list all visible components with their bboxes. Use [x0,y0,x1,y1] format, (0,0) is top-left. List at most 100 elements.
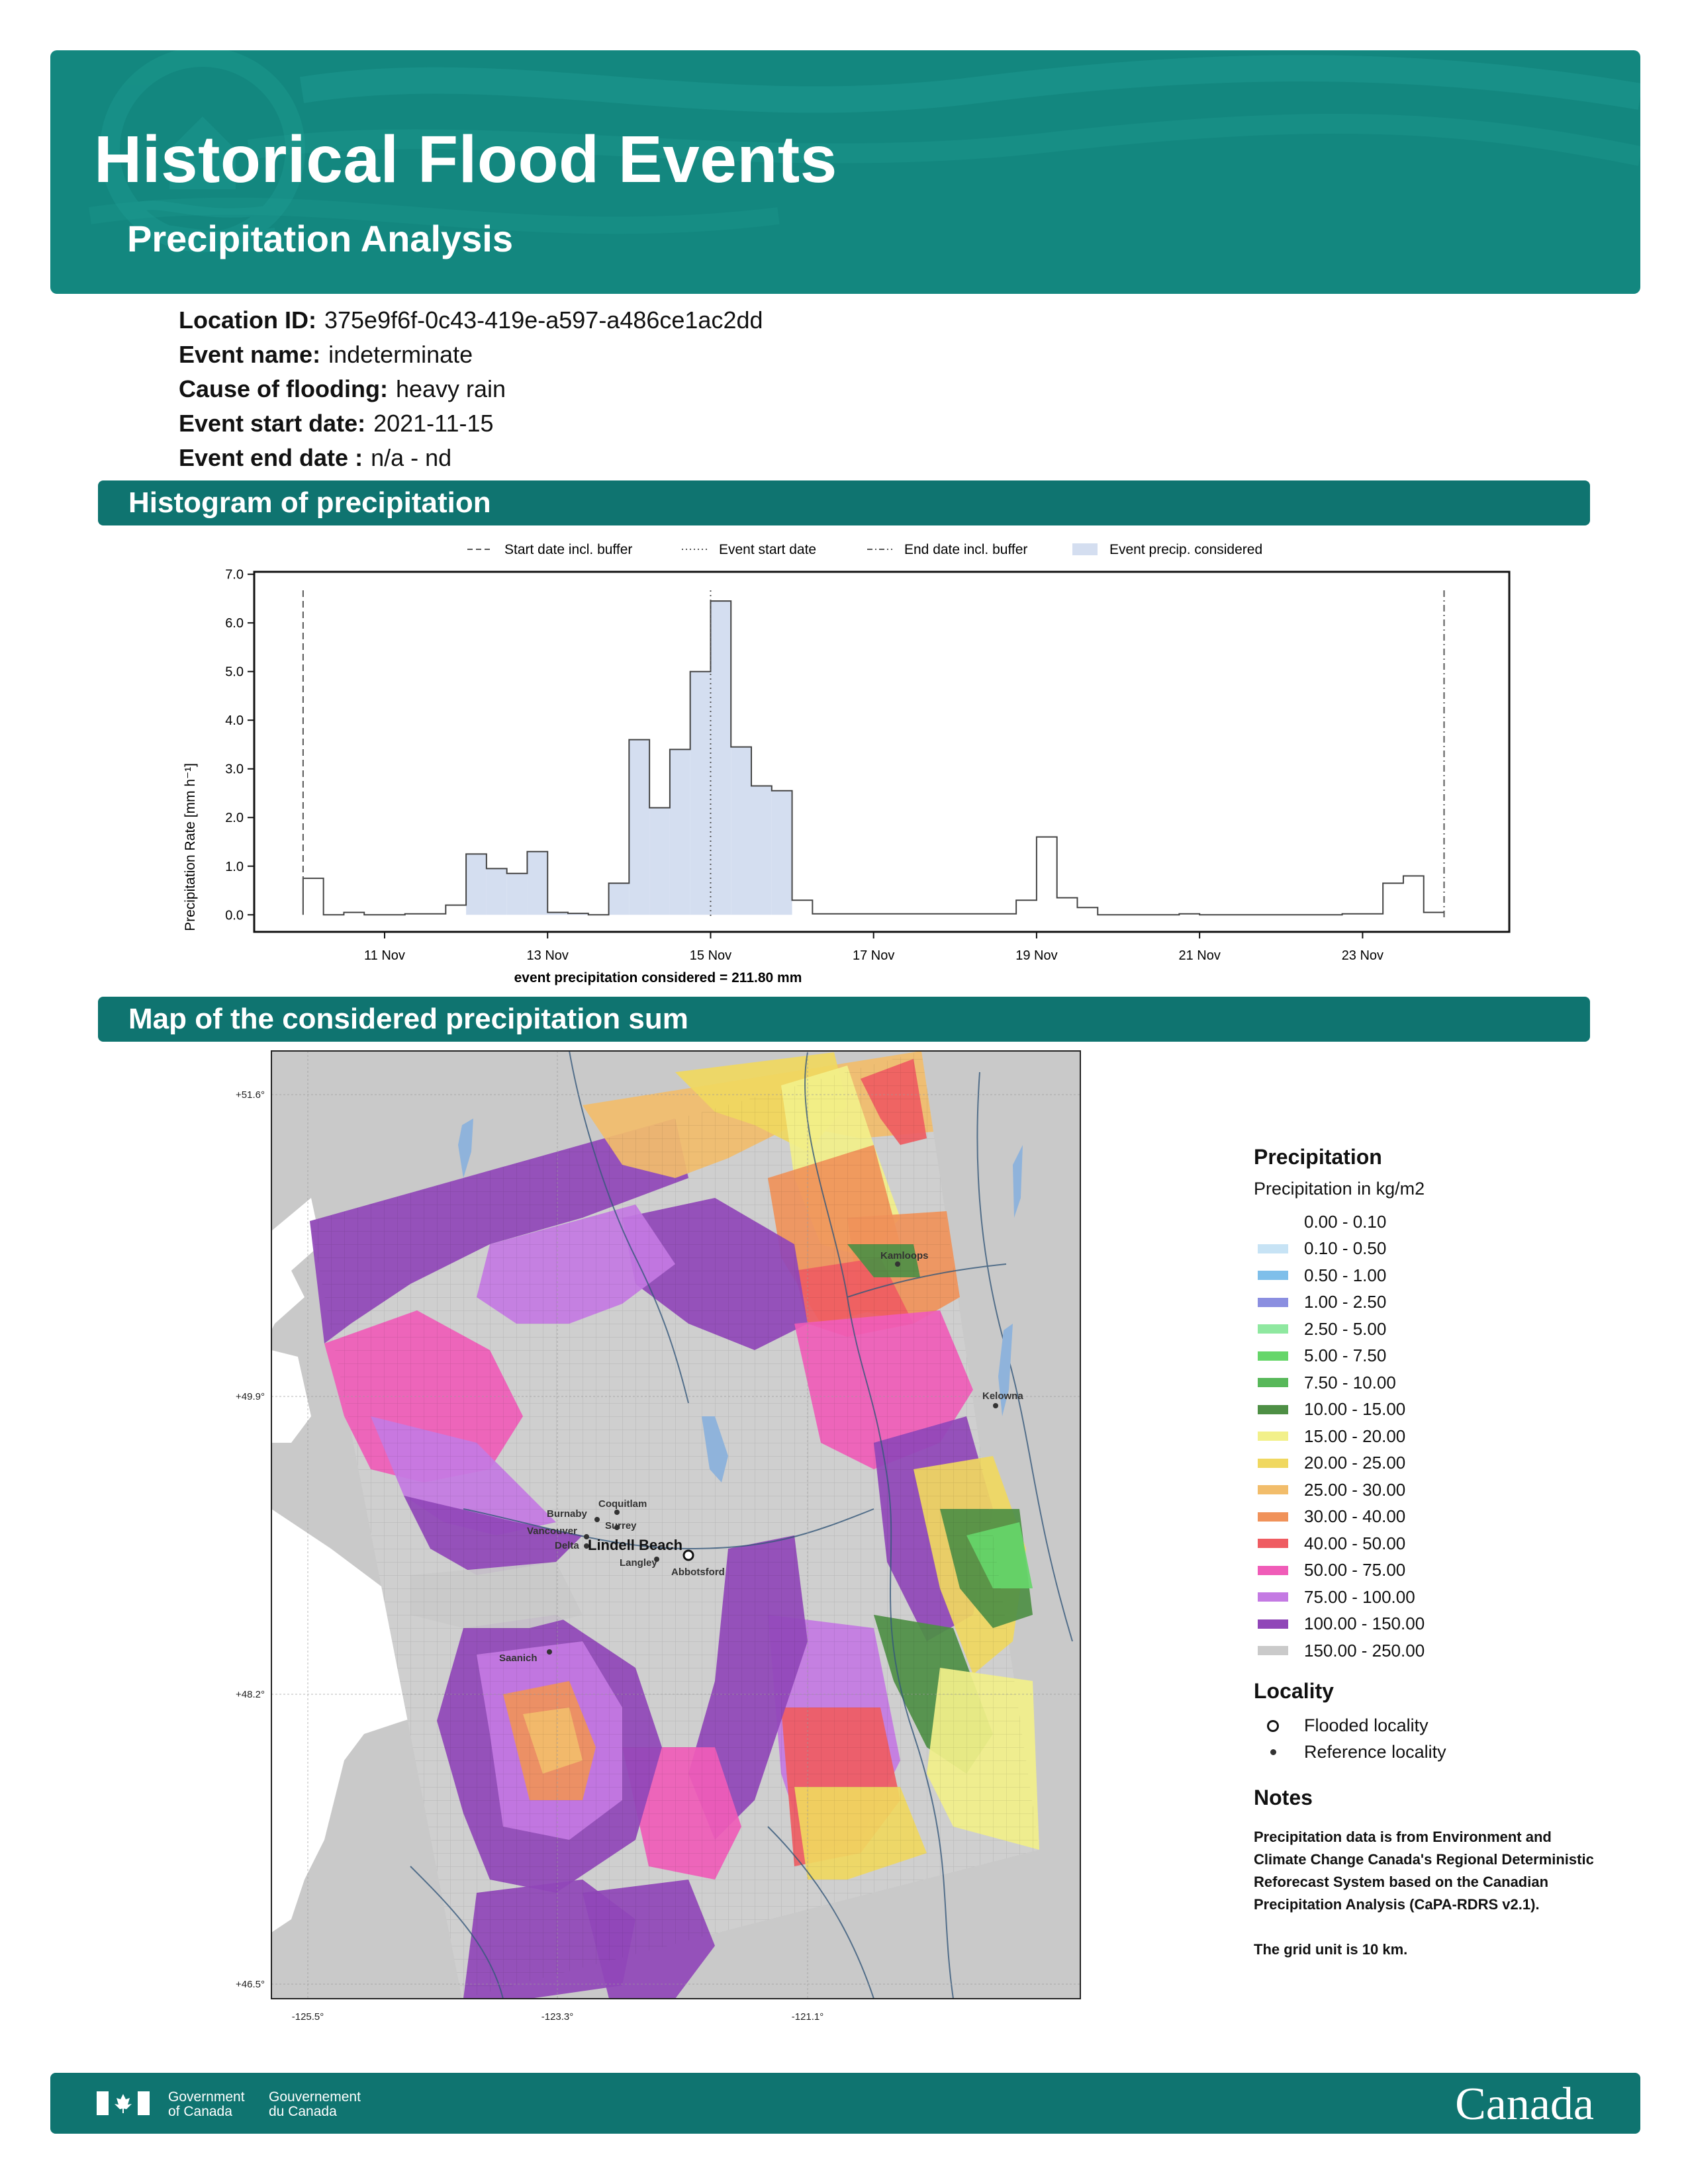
y-tick-label: 6.0 [225,616,244,631]
legend-class-label: 0.50 - 1.00 [1304,1265,1387,1285]
event-name-value: indeterminate [328,341,473,368]
legend-entry-label: Event start date [719,542,816,557]
y-tick-label: 2.0 [225,811,244,825]
map-lat-labels: +51.6° +49.9° +48.2° +46.5° [236,1089,265,1990]
x-tick-label: 11 Nov [364,948,405,963]
legend-class-row: 2.50 - 5.00 [1254,1316,1611,1343]
report-header: Historical Flood Events Precipitation An… [50,50,1640,294]
notes-title: Notes [1254,1785,1313,1809]
end-date-label: Event end date : [179,444,363,471]
map-places: Kamloops Kelowna Coquitlam Burnaby Surre… [499,1250,1023,1664]
end-date-value: n/a - nd [371,444,452,471]
grid-note: The grid unit is 10 km. [1254,1940,1408,1958]
start-date-label: Event start date: [179,410,366,437]
histogram-bar [669,749,690,915]
histogram-bar [527,851,548,915]
legend-color-swatch [1258,1244,1288,1253]
legend-class-row: 10.00 - 15.00 [1254,1396,1611,1424]
histogram-y-axis-label: Precipitation Rate [mm h⁻¹] [183,763,198,931]
location-id-row: Location ID: 375e9f6f-0c43-419e-a597-a486… [179,303,763,338]
langley-marker [654,1557,659,1562]
legend-color-swatch [1258,1271,1288,1281]
burnaby-label: Burnaby [547,1508,588,1520]
kelowna-marker [993,1403,998,1408]
grid-lines [310,1051,1039,1999]
legend-class-row: 0.50 - 1.00 [1254,1262,1611,1289]
x-tick-label: 21 Nov [1178,948,1220,963]
event-name-label: Event name: [179,341,321,368]
histogram-frame [253,570,1511,933]
legend-class-label: 7.50 - 10.00 [1304,1372,1396,1392]
legend-class-label: 20.00 - 25.00 [1304,1453,1406,1473]
histogram-x-axis-label: event precipitation considered = 211.80 … [514,970,802,985]
histogram-plot-area: 0.0 1.0 2.0 3.0 4.0 5.0 6.0 7.0 11 Nov 13 Nov 15 N… [225,568,1511,963]
map-section-header: Map of the considered precipitation sum [98,997,1590,1042]
lat-label-51-6: +51.6° [236,1089,265,1101]
y-tick-label: 3.0 [225,762,244,777]
legend-color-swatch [1258,1324,1288,1334]
histogram-bar [608,883,630,915]
legend-class-row: 100.00 - 150.00 [1254,1611,1611,1638]
y-tick-label: 5.0 [225,665,244,680]
legend-color-swatch [1258,1378,1288,1388]
kamloops-marker [895,1261,900,1267]
lon-label-123-3: -123.3° [541,2011,574,2023]
vancouver-marker [584,1534,589,1539]
histogram-bar [629,739,650,915]
legend-class-row: 25.00 - 30.00 [1254,1477,1611,1504]
legend-class-row: 15.00 - 20.00 [1254,1423,1611,1450]
lindell-beach-marker [682,1549,694,1561]
legend-class-label: 0.10 - 0.50 [1304,1238,1387,1259]
x-tick-label: 17 Nov [853,948,894,963]
coquitlam-marker [614,1510,620,1515]
location-id-label: Location ID: [179,306,316,334]
legend-class-label: 25.00 - 30.00 [1304,1479,1406,1500]
legend-class-label: 2.50 - 5.00 [1304,1318,1387,1339]
header-wave-decoration [89,50,1640,252]
kelowna-label: Kelowna [982,1390,1023,1402]
legend-subtitle: Precipitation in kg/m2 [1254,1179,1425,1199]
legend-class-label: 100.00 - 150.00 [1304,1614,1425,1634]
delta-label: Delta [555,1540,579,1551]
legend-class-label: 10.00 - 15.00 [1304,1399,1406,1420]
saanich-label: Saanich [499,1653,538,1664]
legend-class-label: 50.00 - 75.00 [1304,1560,1406,1580]
map-graticule [271,1051,1080,1999]
gov-en: Government of Canada [168,2089,245,2119]
flooded-locality-icon [1267,1719,1279,1732]
page-title: Historical Flood Events [94,122,837,197]
legend-color-swatch [1258,1432,1288,1441]
precipitation-map: Kamloops Kelowna Coquitlam Burnaby Surre… [236,1050,1081,2023]
legend-class-row: 50.00 - 75.00 [1254,1557,1611,1584]
legend-color-swatch [1258,1217,1288,1227]
vancouver-label: Vancouver [527,1525,577,1537]
legend-color-swatch [1258,1646,1288,1656]
histogram-bar [710,601,731,915]
kamloops-label: Kamloops [880,1250,929,1261]
event-info: Location ID: 375e9f6f-0c43-419e-a597-a486… [179,303,763,475]
legend-class-label: 15.00 - 20.00 [1304,1426,1406,1446]
event-name-row: Event name: indeterminate [179,338,763,372]
x-tick-label: 15 Nov [690,948,731,963]
footer: Government of Canada Gouvernement du Can… [50,2073,1640,2134]
legend-color-swatch [1258,1351,1288,1361]
canada-flag-icon [97,2091,150,2115]
legend-class-row: 30.00 - 40.00 [1254,1504,1611,1531]
lat-label-48-2: +48.2° [236,1689,265,1700]
gov-fr: Gouvernement du Canada [269,2089,361,2119]
legend-entry-label: Start date incl. buffer [504,542,632,557]
end-date-row: Event end date : n/a - nd [179,441,763,475]
legend-class-label: 5.00 - 7.50 [1304,1345,1387,1366]
flooded-locality-entry: Flooded locality [1254,1713,1611,1739]
histogram-bar [771,790,792,915]
start-date-value: 2021-11-15 [373,410,494,437]
location-id-value: 375e9f6f-0c43-419e-a597-a486ce1ac2dd [324,306,763,334]
map-frame [271,1050,1081,1999]
histogram-legend: Start date incl. buffer Event start date E… [467,542,1262,557]
start-date-row: Event start date: 2021-11-15 [179,406,763,441]
lindell-beach-label: Lindell Beach [588,1537,682,1553]
locality-title: Locality [1254,1678,1334,1703]
notes-text: Precipitation data is from Environment a… [1254,1828,1594,1913]
histogram-bar [486,868,507,915]
legend-class-row: 40.00 - 50.00 [1254,1530,1611,1557]
